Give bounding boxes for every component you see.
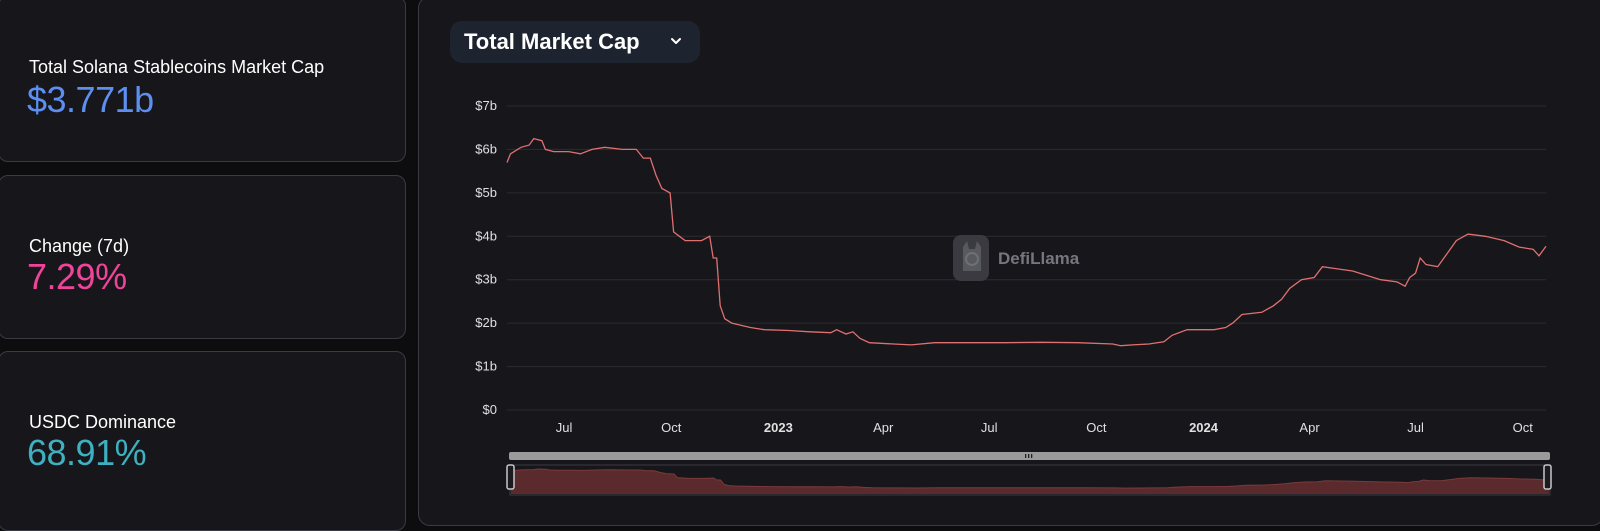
stat-label: Change (7d) <box>29 236 130 256</box>
stat-value: $3.771b <box>27 79 154 120</box>
overview-line <box>510 468 1550 489</box>
dropdown-label: Total Market Cap <box>464 29 640 54</box>
brush-scrollbar[interactable] <box>509 452 1550 460</box>
x-tick-label: Jul <box>981 420 998 435</box>
stat-label: USDC Dominance <box>29 412 177 432</box>
y-tick-label: $6b <box>475 141 497 156</box>
range-brush[interactable] <box>506 452 1552 496</box>
x-tick-label: 2023 <box>764 420 793 435</box>
x-tick-label: Oct <box>661 420 682 435</box>
x-tick-label: 2024 <box>1189 420 1219 435</box>
y-tick-label: $7b <box>475 98 497 113</box>
x-tick-label: Jul <box>556 420 573 435</box>
brush-handle-right[interactable] <box>1543 464 1552 490</box>
series-line <box>506 137 1547 347</box>
y-tick-label: $0 <box>483 402 497 417</box>
chart-type-dropdown[interactable]: Total Market Cap <box>450 21 700 63</box>
overview-area <box>511 469 1549 494</box>
chevron-down-icon <box>671 38 681 44</box>
stat-value: 7.29% <box>27 256 127 297</box>
x-tick-label: Apr <box>873 420 894 435</box>
brush-handle-left[interactable] <box>506 464 515 490</box>
watermark: DefiLlama <box>953 235 1080 281</box>
x-tick-label: Oct <box>1513 420 1534 435</box>
stat-label: Total Solana Stablecoins Market Cap <box>29 57 325 77</box>
x-tick-label: Jul <box>1407 420 1424 435</box>
chart-panel <box>418 0 1600 526</box>
x-tick-label: Apr <box>1299 420 1320 435</box>
watermark-text: DefiLlama <box>998 249 1080 268</box>
y-tick-label: $4b <box>475 228 497 243</box>
stat-card-change-7d: Change (7d) 7.29% <box>0 175 406 339</box>
x-tick-label: Oct <box>1086 420 1107 435</box>
y-tick-label: $1b <box>475 359 497 374</box>
y-tick-label: $3b <box>475 272 497 287</box>
y-tick-label: $5b <box>475 185 497 200</box>
stat-card-market-cap: Total Solana Stablecoins Market Cap $3.7… <box>0 0 406 162</box>
y-tick-label: $2b <box>475 315 497 330</box>
stat-value: 68.91% <box>27 432 147 473</box>
llama-logo-icon <box>953 235 989 281</box>
stat-card-usdc-dominance: USDC Dominance 68.91% <box>0 351 406 531</box>
